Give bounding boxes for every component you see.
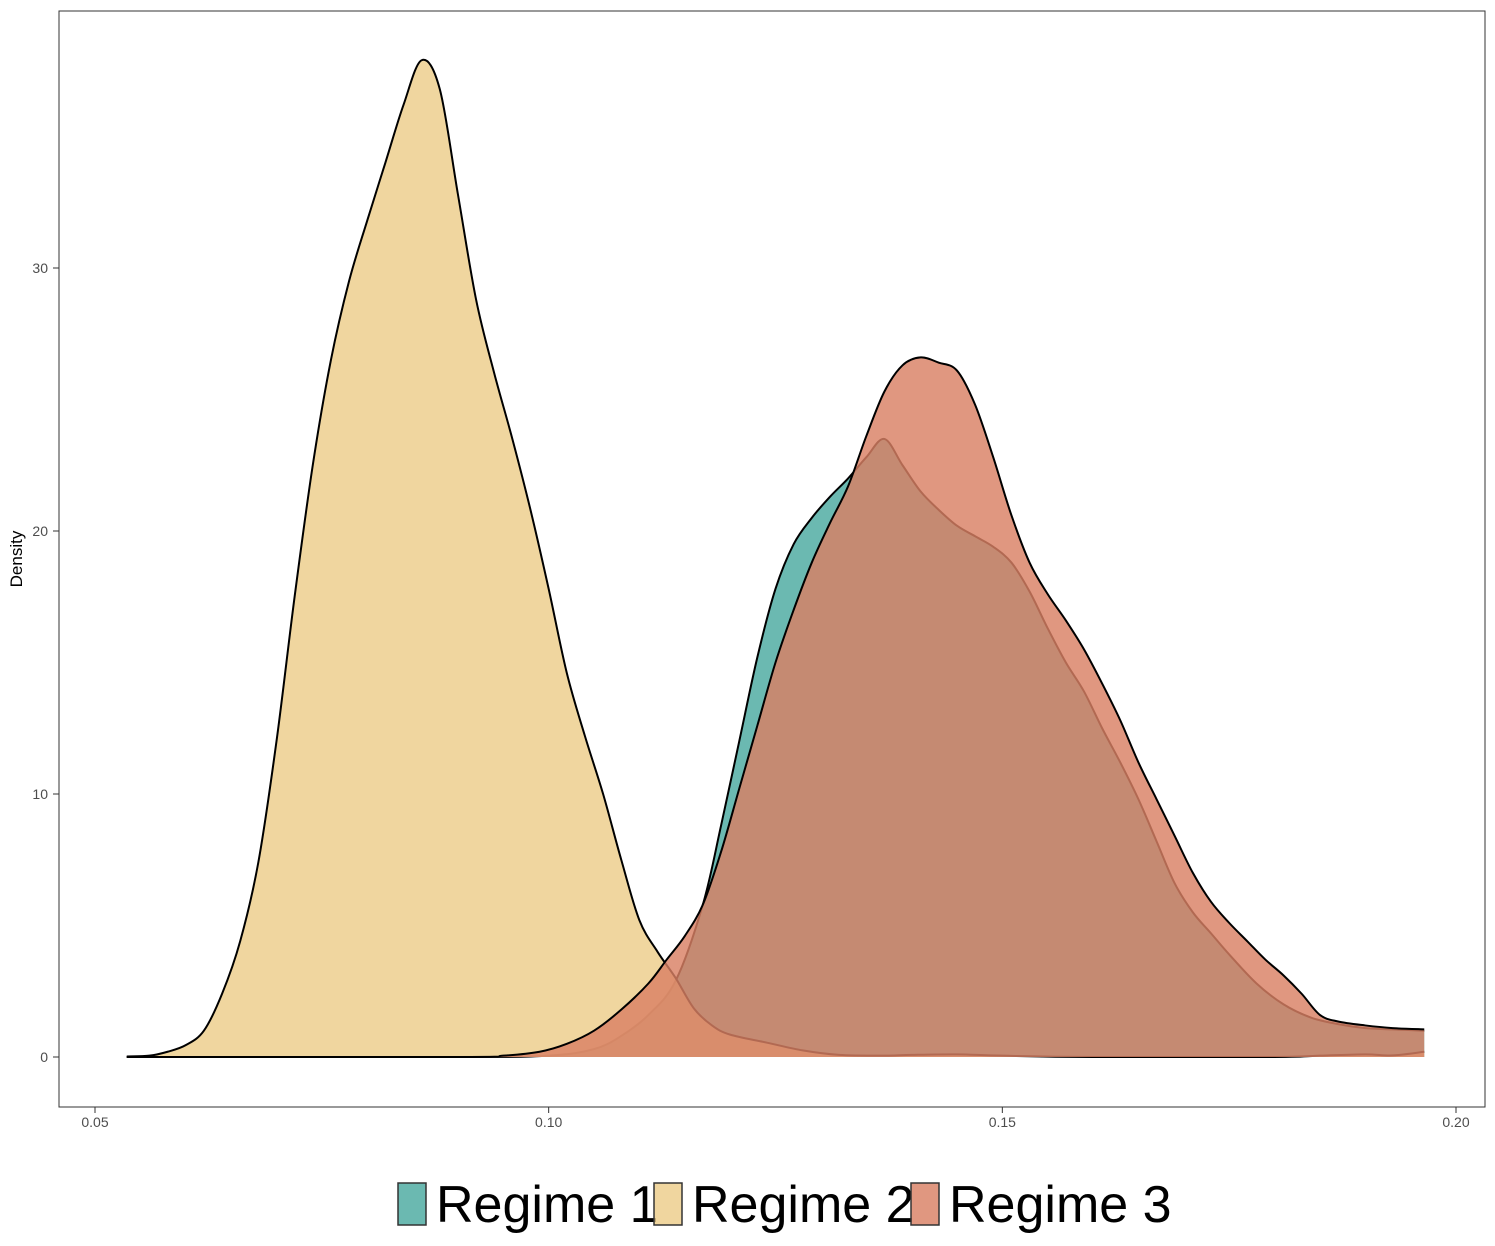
y-axis-title: Density (7, 530, 26, 587)
y-tick-label: 30 (32, 260, 48, 276)
x-tick-label: 0.20 (1442, 1114, 1469, 1130)
density-area-3 (126, 357, 1425, 1057)
y-axis: 0 10 20 30 (32, 260, 59, 1065)
x-tick-label: 0.15 (989, 1114, 1016, 1130)
legend-key-1 (397, 1182, 427, 1226)
x-tick-label: 0.05 (81, 1114, 108, 1130)
legend-key-2 (653, 1182, 683, 1226)
panel-border (58, 10, 1486, 1108)
legend-key-3 (910, 1182, 940, 1226)
x-tick-label: 0.10 (535, 1114, 562, 1130)
y-tick-label: 10 (32, 786, 48, 802)
y-tick-label: 20 (32, 523, 48, 539)
legend-label-3: Regime 3 (949, 1176, 1172, 1234)
density-area-2 (126, 59, 1425, 1057)
y-tick-label: 0 (40, 1049, 48, 1065)
density-areas (126, 58, 1425, 1059)
legend-label-2: Regime 2 (692, 1176, 915, 1234)
x-axis: 0.05 0.10 0.15 0.20 (81, 1107, 1470, 1130)
legend-label-1: Regime 1 (436, 1176, 659, 1234)
density-line-3 (126, 356, 1425, 1059)
legend: Regime 1 Regime 2 Regime 3 (397, 1176, 1172, 1234)
